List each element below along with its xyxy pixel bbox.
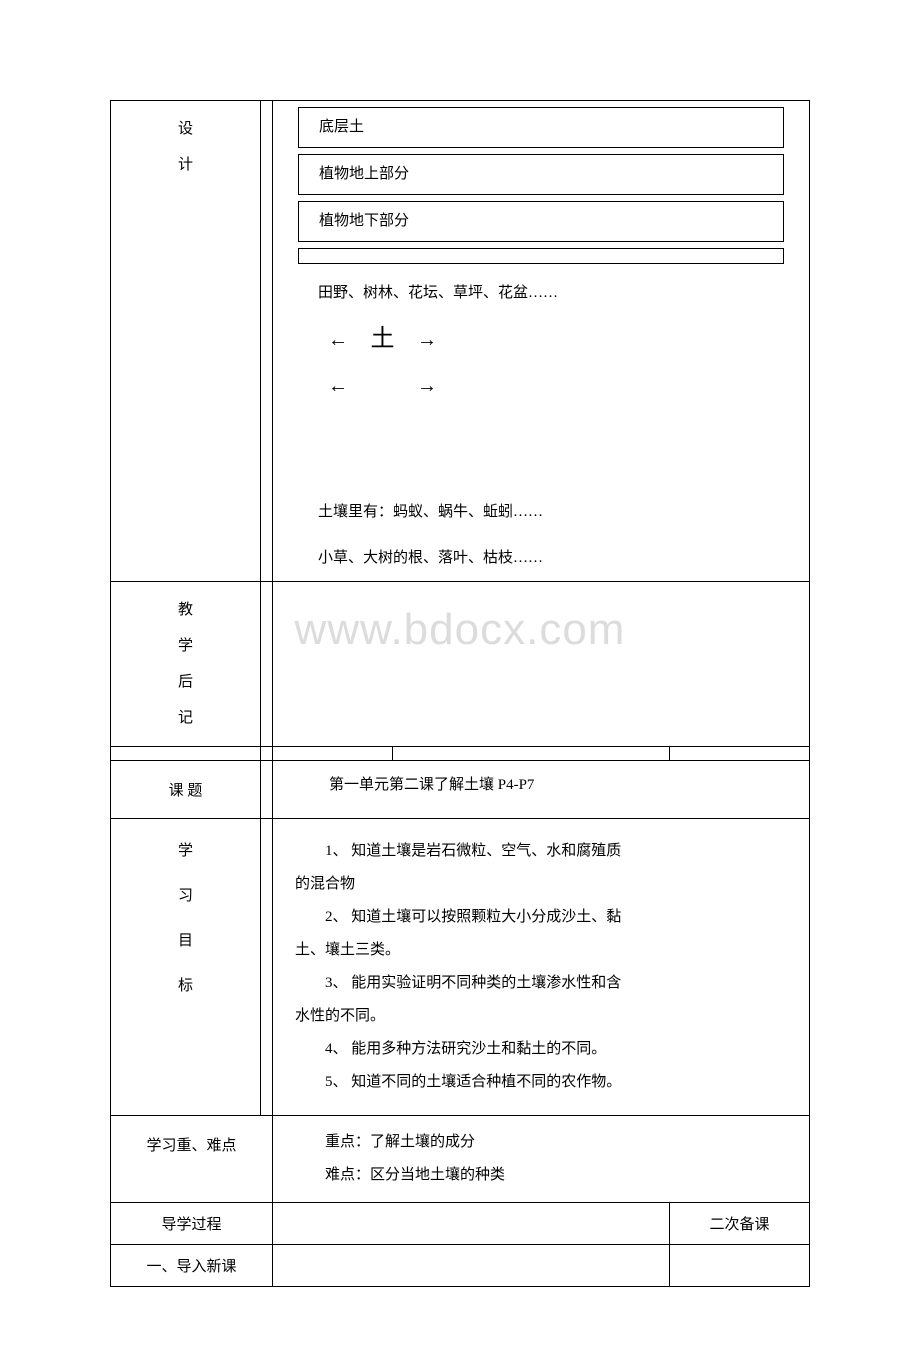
design-content-cell: 底层土 植物地上部分 植物地下部分 田野、树林、花坛、草坪、花盆…… ← 土 →… [273,101,810,582]
arrow-left-icon: ← [318,324,358,356]
obj-label-1: 学 [116,829,255,874]
postnote-l2: 学 [116,628,255,664]
arrow-left-icon: ← [318,370,358,402]
soil-plants-text: 小草、大树的根、落叶、枯枝…… [273,535,809,581]
postnote-l1: 教 [116,592,255,628]
postnote-label-cell: 教 学 后 记 [111,581,261,746]
objective-5: 5、 知道不同的土壤适合种植不同的农作物。 [295,1066,779,1099]
intro-empty-1 [273,1244,670,1286]
arrow-right-icon: → [407,324,447,356]
plant-below-box: 植物地下部分 [298,201,784,242]
arrow-right-icon: → [407,370,447,402]
intro-label: 一、导入新课 [111,1244,273,1286]
objective-3a: 3、 能用实验证明不同种类的土壤渗水性和含 [295,967,779,1000]
soil-layer-box-1: 底层土 [298,107,784,148]
postnote-l3: 后 [116,664,255,700]
process-empty [273,1202,670,1244]
vertical-spacer [273,409,809,489]
second-prep-label: 二次备课 [670,1202,810,1244]
soil-character: 土 [363,320,403,358]
objective-1b: 的混合物 [295,868,779,901]
objectives-content: 1、 知道土壤是岩石微粒、空气、水和腐殖质 的混合物 2、 知道土壤可以按照颗粒… [273,818,810,1115]
narrow-spacer [261,581,273,746]
objectives-label-cell: 学 习 目 标 [111,818,261,1115]
keypoint-content: 重点：了解土壤的成分 难点：区分当地土壤的种类 [273,1115,810,1202]
narrow-spacer [261,818,273,1115]
objective-2a: 2、 知道土壤可以按照颗粒大小分成沙土、黏 [295,901,779,934]
process-label: 导学过程 [111,1202,273,1244]
narrow-spacer [261,760,273,818]
plant-above-box: 植物地上部分 [298,154,784,195]
objective-3b: 水性的不同。 [295,1000,779,1033]
postnote-l4: 记 [116,700,255,736]
lesson-title-text: 第一单元第二课了解土壤 P4-P7 [273,760,810,818]
lesson-title-label: 课 题 [111,760,261,818]
obj-label-3: 目 [116,919,255,964]
table-spacer-row [111,746,810,760]
objective-4: 4、 能用多种方法研究沙土和黏土的不同。 [295,1033,779,1066]
keypoint-1: 重点：了解土壤的成分 [295,1126,779,1159]
intro-empty-2 [670,1244,810,1286]
objective-1a: 1、 知道土壤是岩石微粒、空气、水和腐殖质 [295,835,779,868]
soil-spacer [363,366,403,404]
objective-2b: 土、壤土三类。 [295,934,779,967]
places-text: 田野、树林、花坛、草坪、花盆…… [273,270,809,316]
obj-label-2: 习 [116,874,255,919]
arrow-diagram-row2: ← → [273,362,809,408]
design-label-2: 计 [116,147,255,183]
postnote-content [273,581,810,746]
keypoint-2: 难点：区分当地土壤的种类 [295,1159,779,1192]
empty-box [298,248,784,264]
obj-label-4: 标 [116,964,255,1009]
design-label-1: 设 [116,111,255,147]
narrow-spacer [261,101,273,582]
keypoint-label: 学习重、难点 [111,1115,273,1202]
lesson-plan-table: 设 计 底层土 植物地上部分 植物地下部分 田野、树林、花坛、草坪、花盆…… ←… [110,100,810,1287]
design-label-cell: 设 计 [111,101,261,582]
arrow-diagram-row1: ← 土 → [273,316,809,362]
soil-animals-text: 土壤里有：蚂蚁、蜗牛、蚯蚓…… [273,489,809,535]
